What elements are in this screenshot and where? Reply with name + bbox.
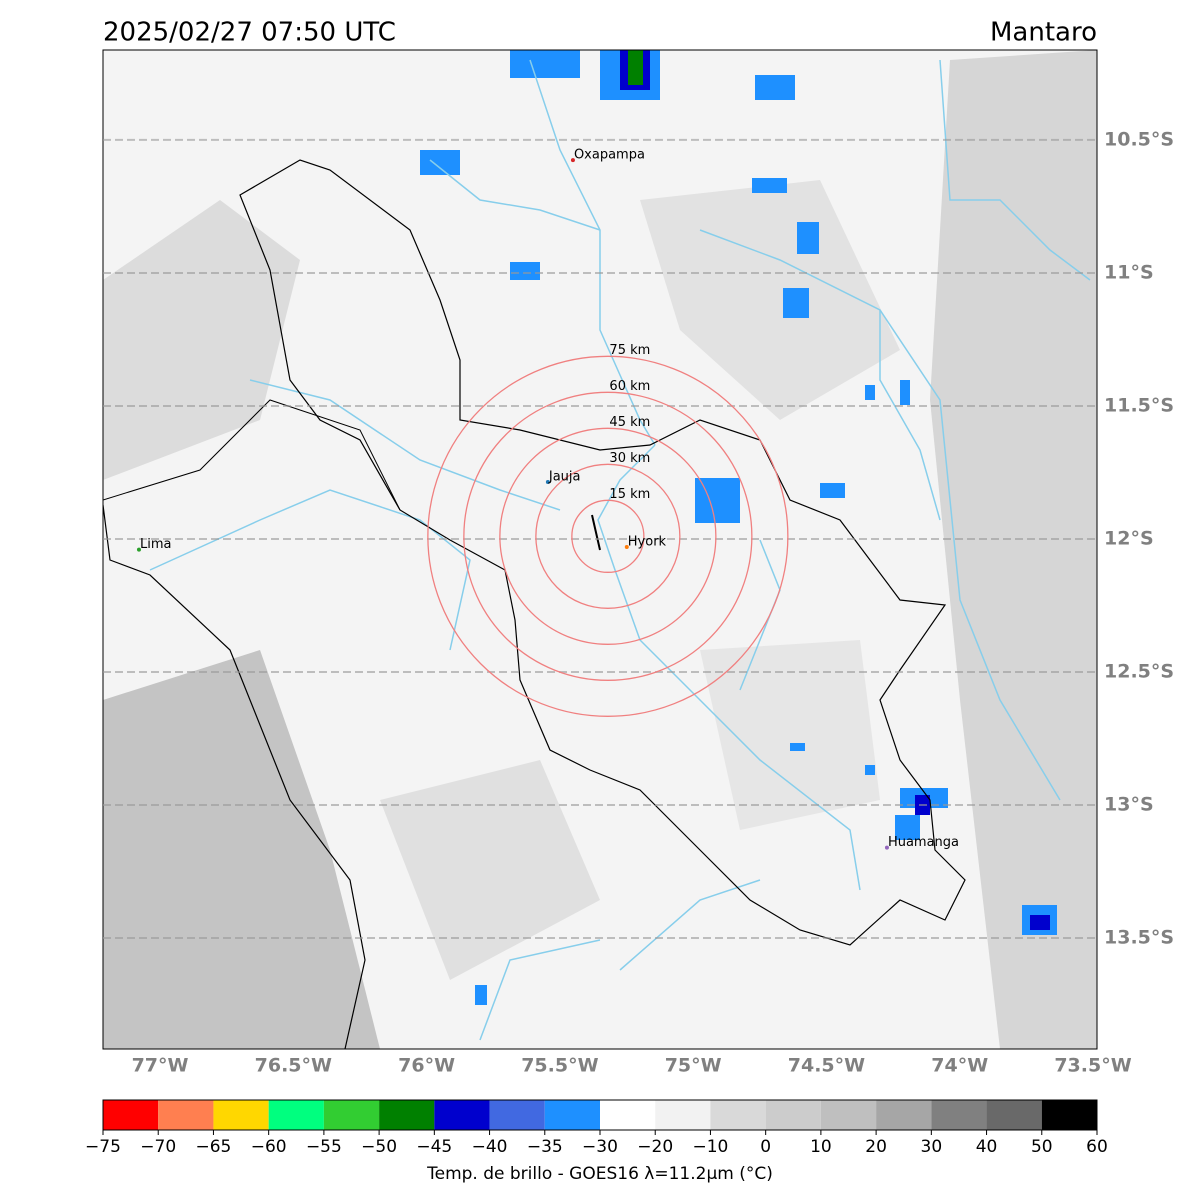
colorbar-segment [323,1100,380,1130]
colorbar-tick-label: 60 [1086,1137,1108,1157]
lon-label: 76°W [398,1055,455,1077]
colorbar-tick-label: 40 [976,1137,998,1157]
colorbar-label: Temp. de brillo - GOES16 λ=11.2μm (°C) [426,1164,773,1184]
colorbar-tick-label: −50 [361,1137,397,1157]
colorbar-tick-label: −30 [582,1137,618,1157]
colorbar-tick-label: −75 [85,1137,121,1157]
lon-label: 74.5°W [788,1055,865,1077]
colorbar-segment [1041,1100,1097,1130]
lon-label: 74°W [931,1055,988,1077]
lat-label: 11°S [1104,261,1154,283]
colorbar-segment [434,1100,490,1130]
colorbar-segment [158,1100,214,1130]
colorbar-segment [213,1100,269,1130]
colorbar-tick-label: 10 [810,1137,832,1157]
city-label: Jauja [548,470,581,485]
lat-label: 11.5°S [1104,394,1174,416]
colorbar-tick-label: −20 [637,1137,673,1157]
map-background [103,50,1097,1049]
ring-label: 75 km [609,343,650,358]
ring-label: 15 km [609,487,650,502]
lat-label: 12°S [1104,527,1154,549]
lon-label: 77°W [132,1055,189,1077]
colorbar-tick-label: −70 [140,1137,176,1157]
colorbar-tick-label: −55 [306,1137,342,1157]
colorbar-segment [876,1100,932,1130]
city-marker [624,544,629,549]
colorbar-segment [379,1100,435,1130]
range-ring [535,463,681,609]
colorbar-tick-label: 0 [760,1137,771,1157]
range-ring [427,355,789,717]
ring-label: 30 km [609,451,650,466]
city-marker [136,547,141,552]
lon-label: 75.5°W [521,1055,598,1077]
colorbar-tick-label: −60 [251,1137,287,1157]
colorbar-tick-label: −45 [416,1137,452,1157]
colorbar-segment [986,1100,1042,1130]
colorbar-segment [820,1100,877,1130]
colorbar-segment [765,1100,821,1130]
city-marker [570,158,575,163]
dynamic-layer: 10.5°S 11°S 11.5°S 12°S 12.5°S 13°S 13.5°S 77°W… [85,128,1174,1184]
city-marker [884,845,889,850]
city-label: Hyork [628,534,667,549]
region-name: Mantaro [990,18,1097,48]
colorbar-tick-label: 30 [921,1137,943,1157]
city-label: Huamanga [888,835,959,850]
lon-label: 75°W [665,1055,722,1077]
lat-label: 13°S [1104,794,1154,816]
colorbar-tick-label: −65 [195,1137,231,1157]
colorbar-segment [103,1100,159,1130]
lon-label: 76.5°W [255,1055,332,1077]
colorbar-segment [710,1100,766,1130]
colorbar-tick-label: −10 [692,1137,728,1157]
lon-label: 73.5°W [1054,1055,1131,1077]
range-ring [499,427,717,645]
city-label: Oxapampa [574,148,645,163]
lat-label: 12.5°S [1104,661,1174,683]
range-ring [463,391,753,681]
range-ring [571,499,645,573]
city-marker [545,480,550,485]
lat-label: 13.5°S [1104,927,1174,949]
colorbar-segment [489,1100,545,1130]
lat-label: 10.5°S [1104,128,1174,150]
colorbar-tick-label: 20 [865,1137,887,1157]
title: 2025/02/27 07:50 UTC [103,18,396,48]
colorbar-segment [600,1100,656,1130]
colorbar-segment [931,1100,987,1130]
colorbar-tick-label: −40 [472,1137,508,1157]
colorbar-tick-label: 50 [1031,1137,1053,1157]
ring-label: 60 km [609,379,650,394]
ring-label: 45 km [609,415,650,430]
colorbar-segment [655,1100,711,1130]
map-frame [102,49,1098,1050]
colorbar-segment [544,1100,600,1130]
city-label: Lima [140,537,171,552]
colorbar-tick-label: −35 [527,1137,563,1157]
colorbar-segment [268,1100,324,1130]
